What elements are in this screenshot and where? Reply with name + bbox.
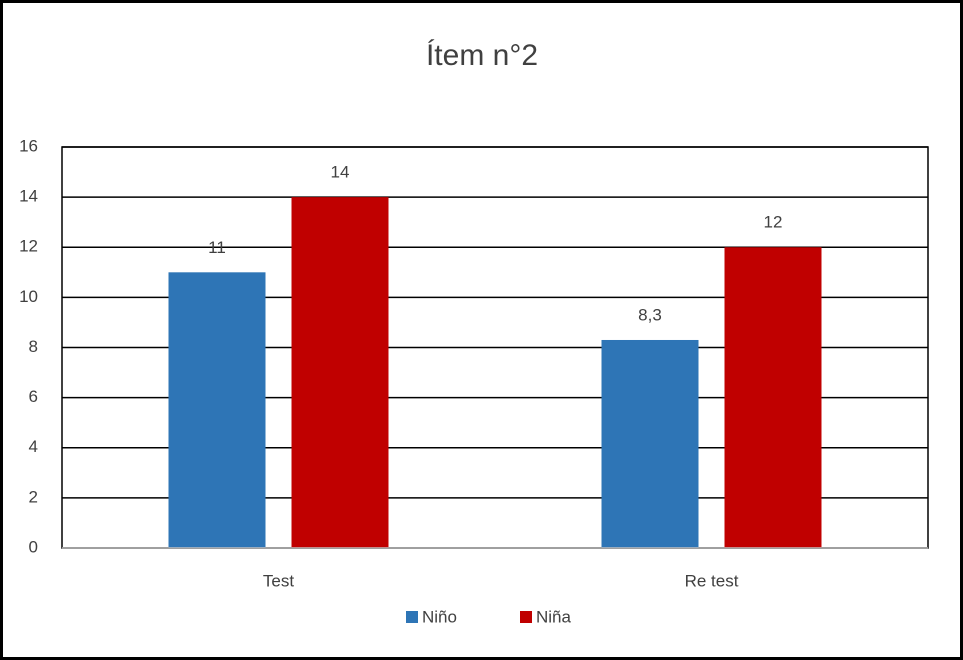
y-tick-label: 6 — [29, 387, 38, 406]
y-tick-label: 0 — [29, 537, 38, 556]
bar — [724, 247, 822, 548]
bar — [168, 272, 266, 548]
y-tick-label: 14 — [19, 187, 38, 206]
data-label: 14 — [331, 163, 350, 182]
legend-label: Niño — [422, 607, 457, 626]
y-tick-label: 8 — [29, 337, 38, 356]
legend-label: Niña — [536, 607, 572, 626]
legend-swatch — [406, 611, 418, 623]
legend-swatch — [520, 611, 532, 623]
bar — [601, 339, 699, 548]
y-tick-label: 4 — [29, 437, 38, 456]
y-tick-label: 10 — [19, 287, 38, 306]
y-tick-label: 2 — [29, 487, 38, 506]
data-label: 12 — [764, 213, 783, 232]
bar — [291, 197, 389, 548]
x-tick-label: Re test — [685, 571, 739, 590]
chart-title: Ítem n°2 — [426, 39, 538, 72]
data-label: 11 — [208, 238, 226, 257]
y-tick-label: 12 — [19, 237, 38, 256]
x-tick-label: Test — [263, 571, 294, 590]
data-label: 8,3 — [638, 305, 662, 324]
y-tick-label: 16 — [19, 136, 38, 155]
